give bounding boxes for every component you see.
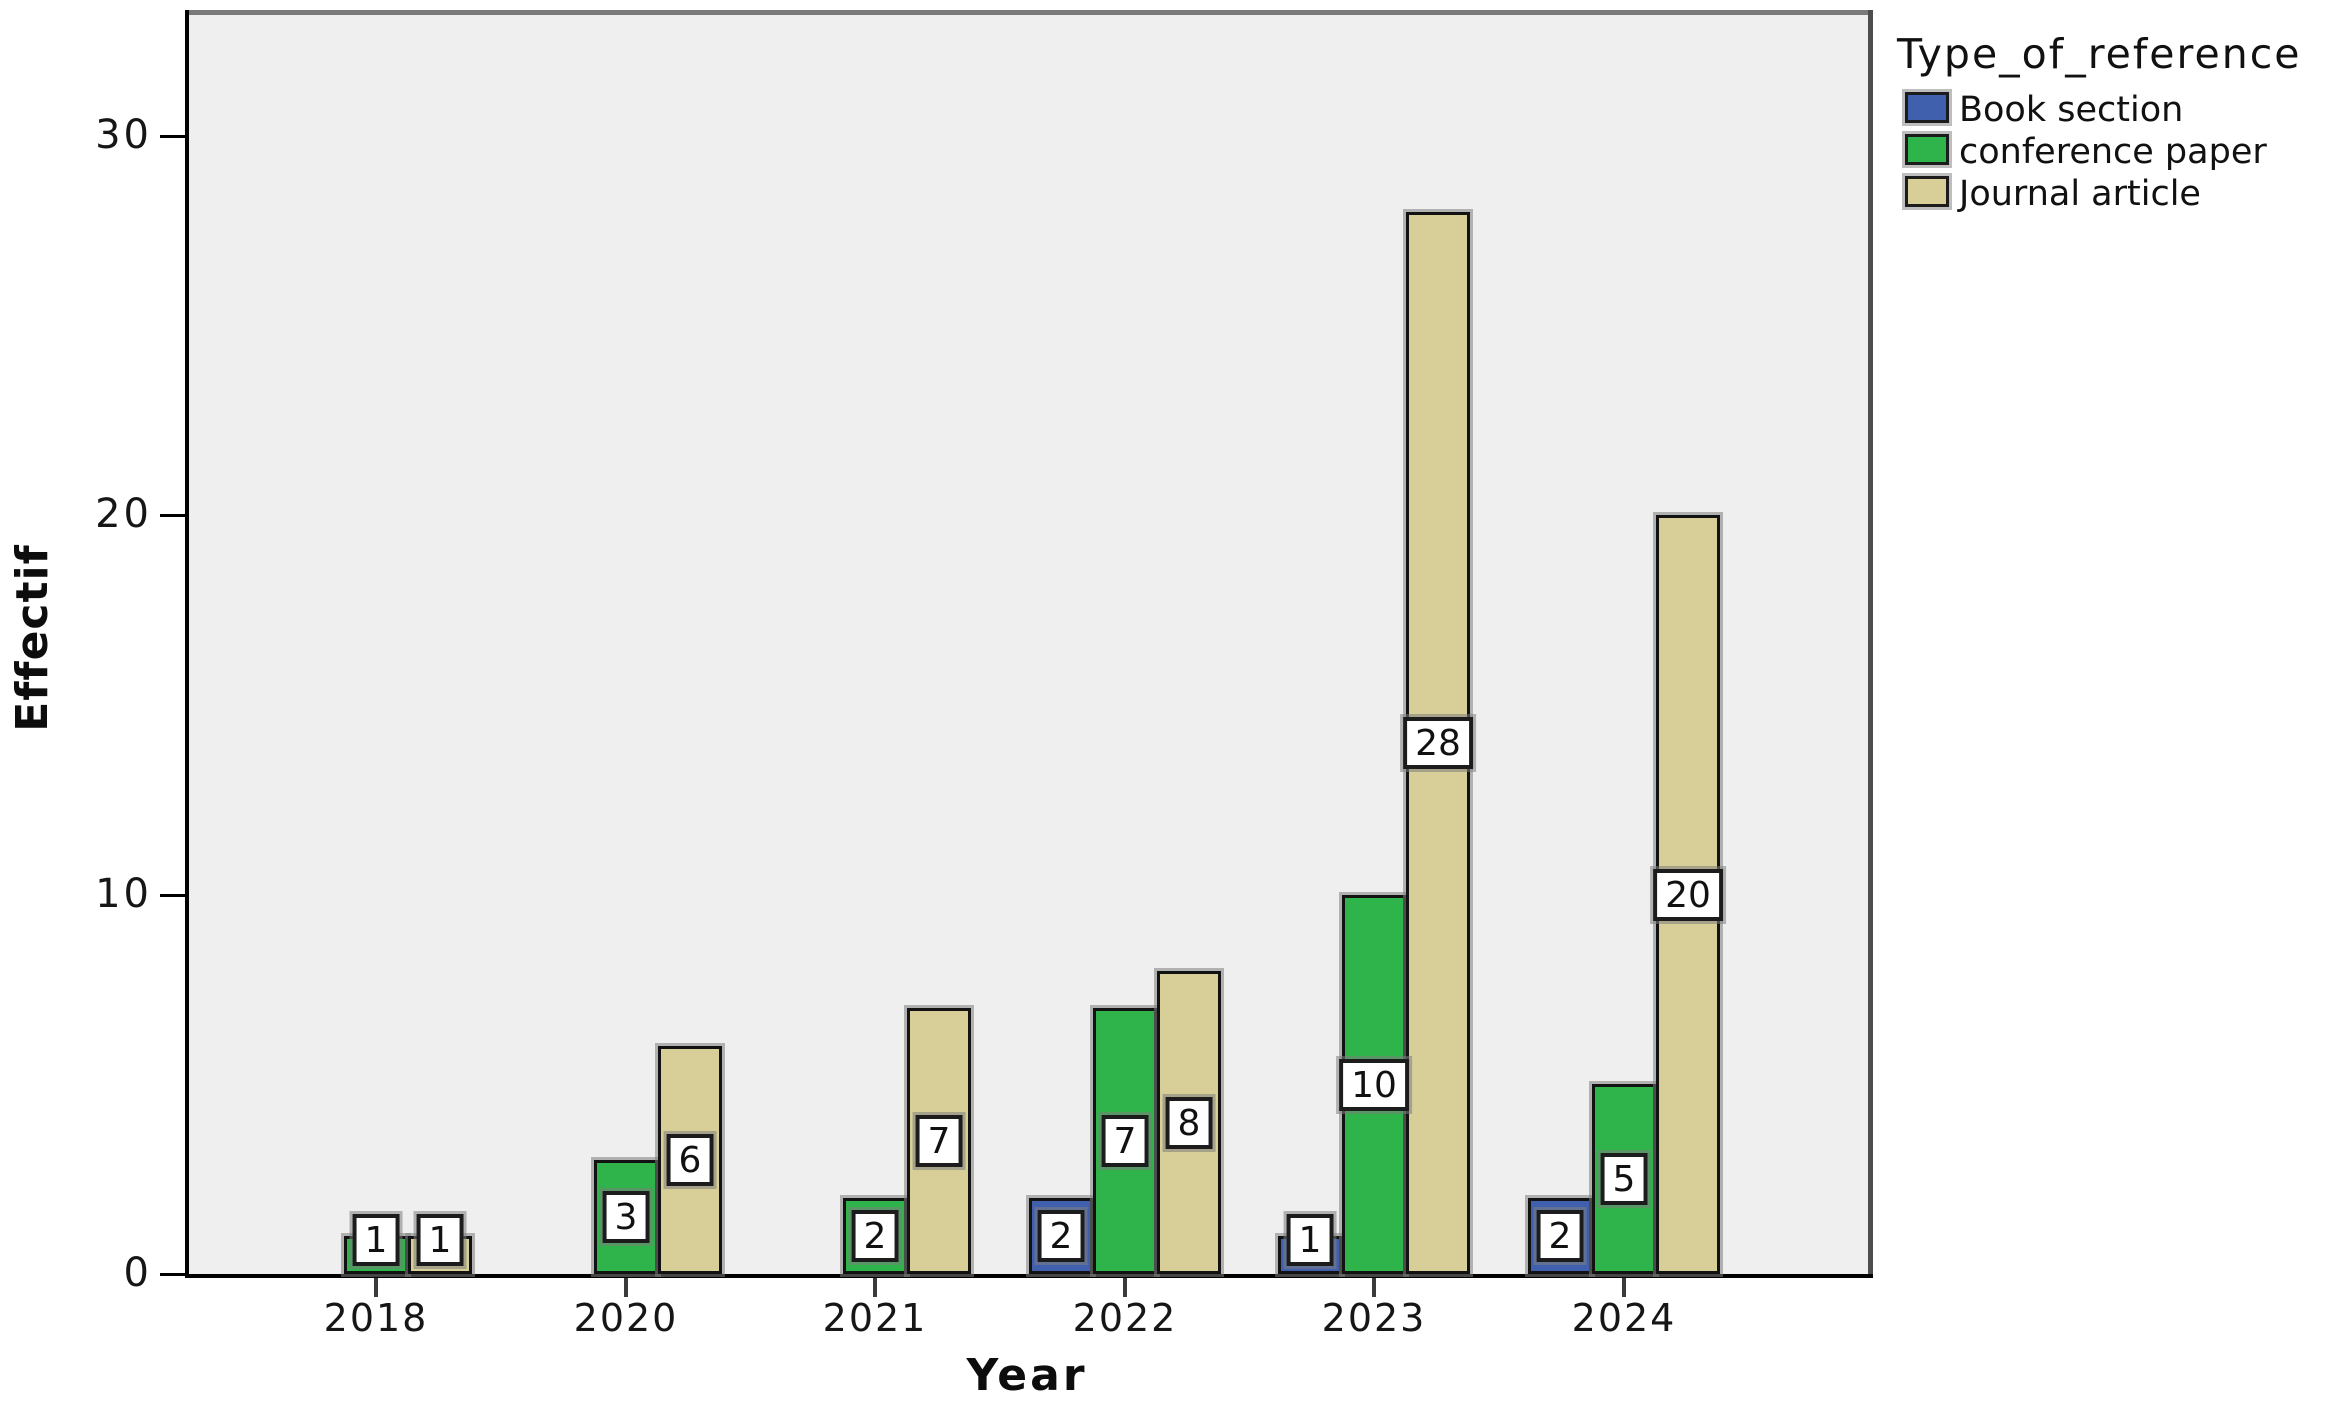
bar-value-label-conference-paper-2020: 3 bbox=[602, 1191, 650, 1243]
y-axis-title: Effectif bbox=[7, 438, 63, 838]
x-tick-label-2021: 2021 bbox=[822, 1296, 928, 1340]
bar-value-label-journal-article-2023: 28 bbox=[1403, 717, 1473, 769]
y-tick-label-10: 10 bbox=[95, 871, 152, 917]
y-tick-30 bbox=[160, 135, 185, 138]
legend-title: Type_of_reference bbox=[1897, 30, 2302, 78]
x-axis-line bbox=[185, 1274, 1873, 1278]
legend-swatch-conference-paper bbox=[1905, 134, 1949, 165]
x-tick-2021 bbox=[873, 1278, 877, 1297]
bar-value-label-journal-article-2021: 7 bbox=[915, 1115, 963, 1167]
y-axis-title-text: Effectif bbox=[7, 544, 58, 732]
bar-value-label-conference-paper-2021: 2 bbox=[851, 1210, 899, 1262]
x-tick-2022 bbox=[1123, 1278, 1127, 1297]
bar-value-label-conference-paper-2024: 5 bbox=[1600, 1153, 1648, 1205]
bar-value-label-book-section-2024: 2 bbox=[1536, 1210, 1584, 1262]
legend-item-book-section: Book section bbox=[1905, 90, 2335, 130]
y-tick-label-0: 0 bbox=[123, 1250, 152, 1296]
bar-value-label-conference-paper-2023: 10 bbox=[1339, 1059, 1409, 1111]
legend-item-label: Book section bbox=[1959, 90, 2184, 130]
bar-value-label-journal-article-2024: 20 bbox=[1653, 869, 1723, 921]
bar-value-label-conference-paper-2022: 7 bbox=[1101, 1115, 1149, 1167]
legend-swatch-book-section bbox=[1905, 92, 1949, 123]
legend-items: Book section conference paper Journal ar… bbox=[1905, 90, 2335, 242]
legend-swatch-journal-article bbox=[1905, 176, 1949, 207]
plot-right-border bbox=[1868, 10, 1873, 1278]
bar-value-label-conference-paper-2018: 1 bbox=[352, 1214, 400, 1266]
legend-item-conference-paper: conference paper bbox=[1905, 132, 2335, 172]
bar-value-label-journal-article-2022: 8 bbox=[1165, 1097, 1213, 1149]
legend-item-label: conference paper bbox=[1959, 132, 2267, 172]
x-tick-2024 bbox=[1622, 1278, 1626, 1297]
x-tick-2020 bbox=[624, 1278, 628, 1297]
x-tick-2018 bbox=[374, 1278, 378, 1297]
y-tick-label-30: 30 bbox=[95, 112, 152, 158]
bar-value-label-journal-article-2018: 1 bbox=[416, 1214, 464, 1266]
plot-top-border bbox=[185, 10, 1873, 15]
bar-value-label-book-section-2022: 2 bbox=[1037, 1210, 1085, 1262]
x-tick-label-2018: 2018 bbox=[323, 1296, 429, 1340]
y-tick-20 bbox=[160, 514, 185, 517]
plot-area bbox=[189, 15, 1868, 1274]
x-tick-label-2024: 2024 bbox=[1571, 1296, 1677, 1340]
legend: Type_of_reference Book section conferenc… bbox=[1897, 30, 2337, 250]
legend-item-journal-article: Journal article bbox=[1905, 174, 2335, 214]
x-tick-label-2023: 2023 bbox=[1321, 1296, 1427, 1340]
y-tick-label-20: 20 bbox=[95, 491, 152, 537]
x-axis-title-text: Year bbox=[966, 1350, 1088, 1401]
legend-item-label: Journal article bbox=[1959, 174, 2201, 214]
x-axis-title: Year bbox=[827, 1350, 1227, 1401]
x-tick-2023 bbox=[1372, 1278, 1376, 1297]
x-tick-label-2022: 2022 bbox=[1072, 1296, 1178, 1340]
x-tick-label-2020: 2020 bbox=[573, 1296, 679, 1340]
bar-value-label-journal-article-2020: 6 bbox=[666, 1134, 714, 1186]
y-axis-line bbox=[185, 10, 189, 1274]
y-tick-0 bbox=[160, 1273, 185, 1276]
bar-value-label-book-section-2023: 1 bbox=[1286, 1214, 1334, 1266]
y-tick-10 bbox=[160, 894, 185, 897]
